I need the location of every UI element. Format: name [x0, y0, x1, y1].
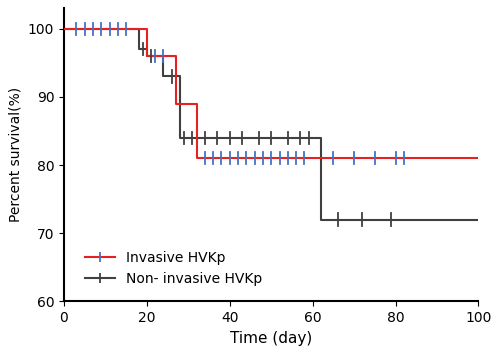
Y-axis label: Percent survival(%): Percent survival(%)	[8, 87, 22, 222]
Legend: Invasive HVKp, Non- invasive HVKp: Invasive HVKp, Non- invasive HVKp	[79, 245, 268, 291]
X-axis label: Time (day): Time (day)	[230, 331, 312, 346]
